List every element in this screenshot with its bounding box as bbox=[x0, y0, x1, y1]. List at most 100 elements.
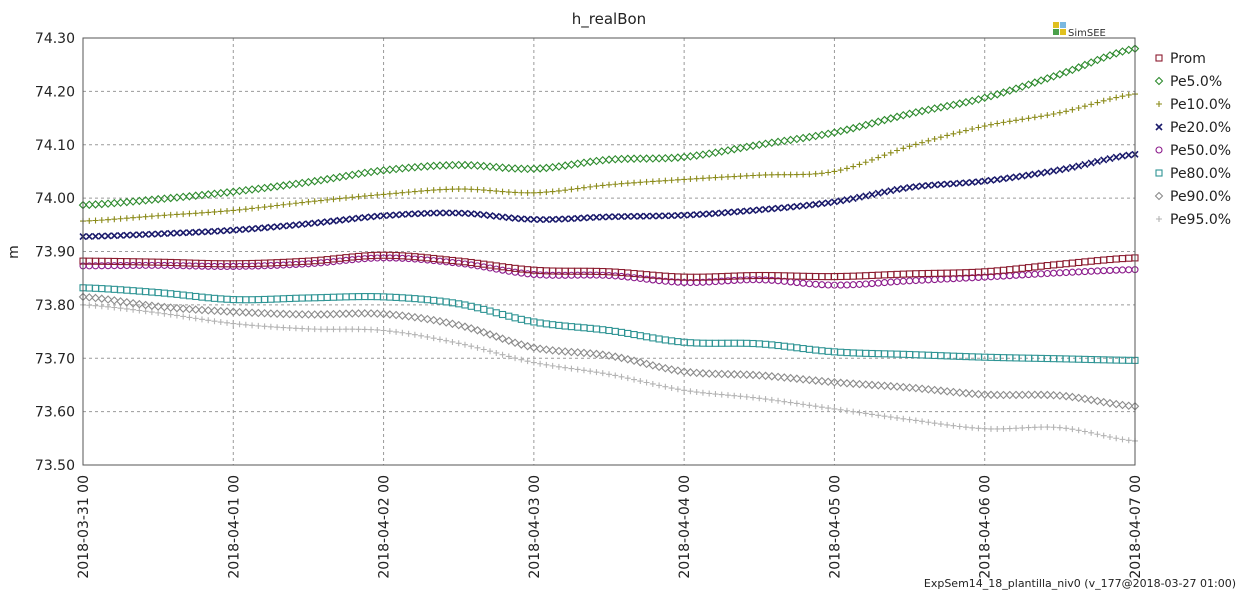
data-point bbox=[693, 389, 700, 396]
y-tick-label: 73.50 bbox=[35, 458, 75, 474]
data-point bbox=[373, 293, 381, 301]
data-point bbox=[153, 302, 163, 311]
data-point bbox=[342, 293, 350, 301]
data-point bbox=[704, 149, 714, 158]
data-point bbox=[261, 323, 268, 330]
data-point bbox=[574, 185, 581, 192]
data-point bbox=[1075, 162, 1083, 170]
data-point bbox=[1038, 113, 1045, 120]
data-point bbox=[1100, 267, 1108, 275]
data-point bbox=[493, 188, 500, 195]
data-point bbox=[768, 396, 775, 403]
data-point bbox=[911, 383, 921, 393]
data-point bbox=[661, 363, 670, 373]
data-point bbox=[805, 272, 813, 280]
data-point bbox=[912, 351, 920, 359]
data-point bbox=[1068, 65, 1077, 75]
data-point bbox=[398, 164, 407, 173]
data-point bbox=[417, 255, 425, 264]
data-point bbox=[524, 215, 532, 223]
data-point bbox=[91, 232, 100, 240]
data-point bbox=[110, 262, 118, 270]
data-point bbox=[518, 356, 525, 363]
data-point bbox=[398, 311, 407, 320]
data-point bbox=[743, 393, 750, 400]
data-point bbox=[623, 154, 633, 164]
data-point bbox=[855, 193, 864, 201]
data-point bbox=[517, 315, 525, 323]
data-point bbox=[448, 259, 457, 267]
data-point bbox=[837, 406, 844, 413]
data-point bbox=[374, 191, 381, 198]
data-point bbox=[1031, 263, 1039, 271]
data-point bbox=[999, 175, 1008, 183]
legend-item: Pe50.0% bbox=[1155, 143, 1231, 159]
data-point bbox=[524, 317, 532, 325]
data-point bbox=[1068, 268, 1076, 276]
data-point bbox=[517, 164, 526, 174]
data-point bbox=[755, 276, 763, 284]
legend-item: Prom bbox=[1155, 51, 1206, 67]
data-point bbox=[1075, 268, 1083, 276]
data-point bbox=[825, 405, 832, 412]
data-point bbox=[975, 124, 982, 131]
data-point bbox=[448, 160, 457, 170]
data-point bbox=[942, 387, 952, 396]
data-point bbox=[1105, 398, 1115, 408]
data-point bbox=[956, 179, 964, 187]
data-point bbox=[454, 160, 463, 170]
data-point bbox=[624, 180, 631, 187]
data-point bbox=[1093, 396, 1102, 406]
data-point bbox=[148, 230, 156, 238]
data-point bbox=[286, 221, 294, 230]
data-point bbox=[341, 171, 351, 181]
data-point bbox=[317, 326, 324, 333]
data-point bbox=[693, 210, 701, 219]
data-point bbox=[498, 334, 507, 343]
data-point bbox=[868, 349, 876, 358]
data-point bbox=[611, 213, 619, 221]
data-point bbox=[1019, 116, 1026, 123]
data-point bbox=[842, 125, 852, 134]
data-point bbox=[122, 298, 132, 307]
data-point bbox=[329, 309, 338, 319]
data-point bbox=[974, 389, 983, 399]
data-point bbox=[617, 212, 626, 221]
data-point bbox=[724, 277, 732, 285]
data-point bbox=[618, 180, 625, 187]
data-point bbox=[974, 95, 983, 104]
data-point bbox=[323, 293, 331, 301]
data-point bbox=[931, 135, 938, 142]
data-point bbox=[679, 367, 689, 376]
data-point bbox=[792, 374, 802, 383]
data-point bbox=[580, 214, 588, 222]
data-point bbox=[423, 314, 432, 324]
data-point bbox=[781, 171, 788, 178]
data-point bbox=[424, 333, 431, 340]
data-point bbox=[286, 200, 293, 207]
data-point bbox=[386, 293, 394, 301]
data-point bbox=[117, 231, 125, 240]
data-point bbox=[1093, 257, 1101, 265]
data-point bbox=[862, 410, 869, 417]
data-point bbox=[379, 309, 388, 319]
data-point bbox=[443, 337, 450, 344]
data-point bbox=[524, 270, 532, 278]
data-point bbox=[1024, 171, 1033, 179]
data-point bbox=[568, 365, 575, 372]
data-point bbox=[962, 127, 969, 134]
data-point bbox=[1068, 259, 1076, 267]
data-point bbox=[880, 271, 889, 279]
data-point bbox=[799, 345, 807, 353]
data-point bbox=[1025, 115, 1032, 122]
series-Pe95.0% bbox=[80, 301, 1138, 444]
data-point bbox=[812, 200, 820, 208]
data-point bbox=[937, 421, 944, 428]
data-point bbox=[1069, 426, 1076, 433]
data-point bbox=[668, 337, 676, 345]
data-point bbox=[698, 150, 708, 159]
data-point bbox=[1006, 174, 1014, 182]
series-Pe50.0% bbox=[79, 254, 1139, 289]
data-point bbox=[279, 295, 287, 303]
